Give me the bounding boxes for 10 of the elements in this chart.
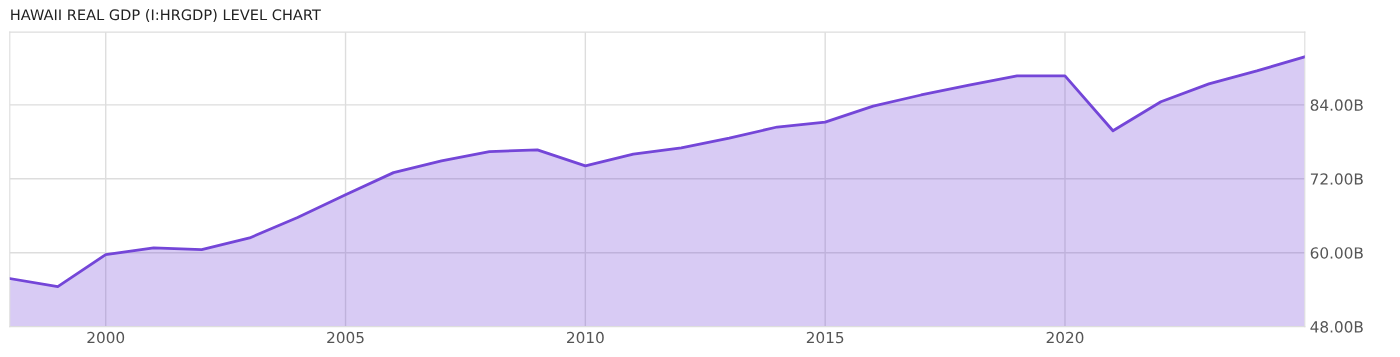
chart-title: HAWAII REAL GDP (I:HRGDP) LEVEL CHART [11,9,321,23]
y-tick-label: 72.00B [1310,173,1363,185]
x-tick-label: 2010 [567,331,604,344]
x-tick-label: 2015 [806,331,844,344]
y-tick-label: 60.00B [1310,247,1363,259]
y-tick-label: 84.00B [1310,99,1363,111]
x-tick-label: 2005 [327,331,364,344]
y-tick-label: 48.00B [1310,321,1363,333]
x-tick-label: 2000 [87,331,125,344]
x-tick-label: 2020 [1046,331,1084,344]
